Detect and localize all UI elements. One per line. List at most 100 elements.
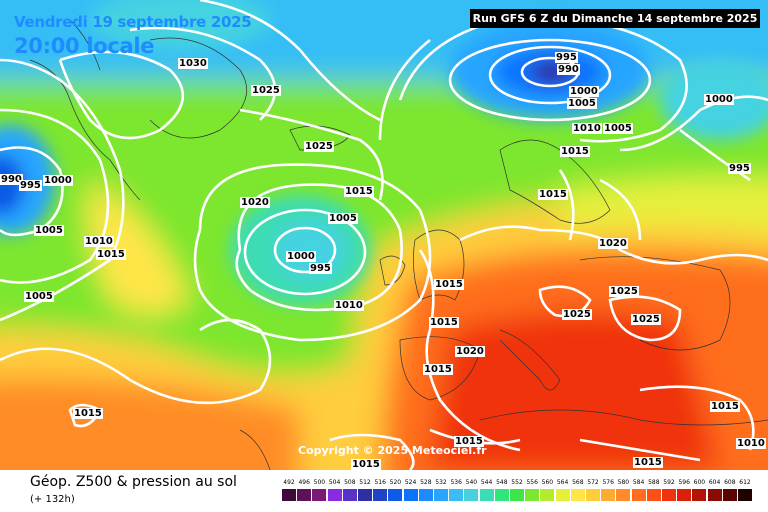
legend-value: 576 — [602, 479, 614, 486]
legend-value: 492 — [283, 479, 295, 486]
legend-swatch — [297, 489, 312, 501]
legend-value: 508 — [344, 479, 356, 486]
legend-swatch — [434, 489, 448, 501]
isobar-label: 1020 — [455, 346, 485, 357]
legend-swatch — [707, 489, 722, 501]
legend-swatch — [525, 489, 540, 501]
legend-value: 580 — [617, 479, 630, 486]
isobar-label: 1010 — [84, 236, 114, 247]
legend-value: 524 — [404, 479, 417, 486]
legend-swatch — [601, 489, 616, 501]
legend-value: 552 — [511, 479, 523, 486]
legend-swatch — [540, 489, 555, 501]
isobar-label: 1025 — [562, 309, 592, 320]
isobar-label: 1000 — [286, 251, 316, 262]
legend-value: 572 — [587, 479, 599, 486]
legend-value: 560 — [541, 479, 554, 486]
isobars — [0, 0, 768, 470]
isobar-label: 1015 — [434, 279, 464, 290]
legend-value: 528 — [420, 479, 432, 486]
legend-value: 500 — [313, 479, 326, 486]
legend-swatch — [464, 489, 479, 501]
legend-swatch — [677, 489, 692, 501]
isobar-label: 1025 — [609, 286, 639, 297]
isobar-label: 1015 — [351, 459, 381, 470]
legend-swatch — [312, 489, 327, 501]
legend-value: 556 — [526, 479, 538, 486]
isobar-label: 990 — [0, 174, 23, 185]
legend-value: 592 — [663, 479, 675, 486]
isobar-label: 995 — [555, 52, 578, 63]
map-footer: Géop. Z500 & pression au sol (+ 132h) 49… — [0, 470, 768, 512]
legend-value: 596 — [678, 479, 690, 486]
legend-swatch — [616, 489, 631, 501]
forecast-time: 20:00 locale — [14, 34, 155, 58]
legend-swatch — [494, 489, 509, 501]
isobar-label: 1000 — [43, 175, 73, 186]
map-subtitle: (+ 132h) — [30, 494, 75, 505]
legend-value: 516 — [374, 479, 386, 486]
legend-swatch — [722, 489, 737, 501]
isobar-label: 1005 — [328, 213, 358, 224]
map-canvas — [0, 0, 768, 470]
legend-value: 544 — [480, 479, 493, 486]
isobar-label: 1015 — [710, 401, 740, 412]
legend-swatch — [327, 489, 342, 501]
legend-value: 604 — [708, 479, 721, 486]
legend-value: 568 — [572, 479, 584, 486]
legend-value: 520 — [389, 479, 402, 486]
geopotential-field — [0, 0, 768, 470]
isobar-label: 995 — [309, 263, 332, 274]
legend-swatch — [662, 489, 676, 501]
isobar-label: 1015 — [423, 364, 453, 375]
legend-value: 612 — [739, 479, 751, 486]
legend-value: 504 — [328, 479, 341, 486]
legend-swatch — [631, 489, 646, 501]
legend-value: 512 — [359, 479, 371, 486]
legend-swatch — [555, 489, 570, 501]
isobar-label: 1025 — [251, 85, 281, 96]
legend-swatch — [388, 489, 403, 501]
isobar-label: 1020 — [240, 197, 270, 208]
legend-value: 600 — [693, 479, 706, 486]
coastlines — [29, 19, 768, 470]
isobar-label: 990 — [557, 64, 580, 75]
isobar-label: 1015 — [73, 408, 103, 419]
weather-map: Vendredi 19 septembre 2025 20:00 locale … — [0, 0, 768, 470]
isobar-label: 1015 — [429, 317, 459, 328]
isobar-label: 1025 — [304, 141, 334, 152]
isobar-label: 1010 — [736, 438, 766, 449]
legend-swatch — [479, 489, 494, 501]
legend-value: 608 — [724, 479, 736, 486]
isobar-label: 1020 — [598, 238, 628, 249]
copyright: Copyright © 2025 Meteociel.fr — [298, 444, 487, 457]
isobar-label: 1015 — [633, 457, 663, 468]
legend-swatch — [570, 489, 585, 501]
legend-swatch — [692, 489, 707, 501]
legend-swatch — [738, 489, 752, 501]
legend-value: 548 — [496, 479, 508, 486]
legend-value: 496 — [298, 479, 310, 486]
isobar-label: 1010 — [334, 300, 364, 311]
legend-swatch — [510, 489, 524, 501]
legend-swatch — [403, 489, 418, 501]
isobar-label: 1005 — [603, 123, 633, 134]
isobar-label: 1030 — [178, 58, 208, 69]
legend-value: 540 — [465, 479, 478, 486]
isobar-label: 1000 — [569, 86, 599, 97]
legend-swatch — [373, 489, 388, 501]
isobar-label: 1005 — [567, 98, 597, 109]
legend-swatch — [358, 489, 372, 501]
legend-value: 584 — [632, 479, 645, 486]
isobar-label: 995 — [19, 180, 42, 191]
isobar-label: 1005 — [34, 225, 64, 236]
legend-value: 536 — [450, 479, 462, 486]
isobar-label: 995 — [728, 163, 751, 174]
legend-swatch — [418, 489, 433, 501]
isobar-label: 1005 — [24, 291, 54, 302]
isobar-label: 1025 — [631, 314, 661, 325]
legend-swatch — [586, 489, 600, 501]
isobar-label: 1015 — [538, 189, 568, 200]
legend-value: 588 — [648, 479, 660, 486]
isobar-label: 1015 — [560, 146, 590, 157]
